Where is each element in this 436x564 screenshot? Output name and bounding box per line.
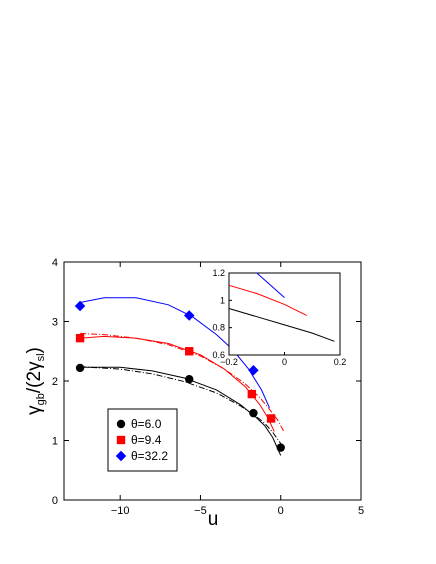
inset-curve <box>228 284 307 316</box>
data-point <box>185 347 194 356</box>
x-tick-label: −10 <box>111 505 130 517</box>
x-axis-ticks: −10 −5 0 5 <box>111 262 364 517</box>
data-point <box>276 443 285 452</box>
dashdot-curve <box>80 332 285 432</box>
data-markers <box>74 300 285 452</box>
legend-marker <box>115 450 127 462</box>
data-point <box>249 408 258 418</box>
inset-x-tick-label: 0.2 <box>334 357 347 367</box>
inset-frame <box>228 272 341 356</box>
y-tick-label: 1 <box>52 436 58 448</box>
data-point <box>74 300 86 312</box>
inset-y-tick-label: 1 <box>220 295 225 305</box>
y-tick-label: 3 <box>52 317 58 329</box>
inset-ticks: −0.2 0 0.2 0.6 0.8 1 1.2 <box>212 268 346 367</box>
x-axis-label: u <box>208 509 219 530</box>
inset-y-tick-label: 1.2 <box>212 268 225 278</box>
data-point <box>185 375 194 384</box>
dashdot-curve <box>80 366 285 450</box>
y-tick-label: 4 <box>52 257 58 269</box>
legend-entries: θ=6.0 θ=9.4 θ=32.2 <box>115 417 168 463</box>
inset-curve <box>256 272 285 298</box>
fit-curve <box>80 297 270 409</box>
inset-curves <box>228 272 335 342</box>
legend-label: θ=9.4 <box>131 433 162 447</box>
legend-marker <box>116 435 126 445</box>
data-point <box>248 365 259 376</box>
legend: θ=6.0 θ=9.4 θ=32.2 <box>107 408 178 472</box>
fit-curve <box>80 335 275 432</box>
legend-marker <box>116 419 126 429</box>
y-tick-label: 2 <box>52 376 58 388</box>
inset-curve <box>228 308 335 342</box>
x-tick-label: 0 <box>278 505 284 517</box>
data-point <box>75 363 85 373</box>
inset-x-tick-label: −0.2 <box>220 357 238 367</box>
data-point <box>183 310 195 321</box>
inset-x-tick-label: 0 <box>282 357 287 367</box>
legend-label: θ=6.0 <box>131 417 162 431</box>
fit-curves <box>80 297 285 456</box>
inset-y-tick-label: 0.6 <box>212 350 225 360</box>
inset-y-tick-label: 0.8 <box>212 323 225 333</box>
data-point <box>75 333 85 343</box>
data-point <box>247 389 257 399</box>
x-tick-label: −5 <box>194 505 207 517</box>
legend-label: θ=32.2 <box>131 449 168 463</box>
fit-curve <box>80 366 282 456</box>
y-axis-label: γgb/(2γsl) <box>24 347 47 415</box>
y-tick-label: 0 <box>52 495 58 507</box>
inset: −0.2 0 0.2 0.6 0.8 1 1.2 <box>212 268 346 367</box>
x-tick-label: 5 <box>358 505 364 517</box>
data-point <box>266 414 276 423</box>
y-axis-ticks: 0 1 2 3 4 <box>52 257 361 507</box>
